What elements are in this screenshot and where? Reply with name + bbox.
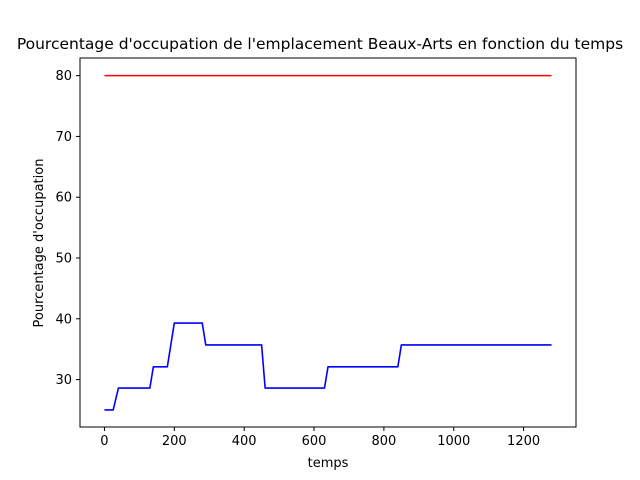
y-tick-label: 50 — [55, 252, 72, 267]
series-line-2 — [104, 322, 552, 411]
x-tick-label: 0 — [100, 434, 108, 449]
x-tick-label: 1000 — [437, 434, 470, 449]
series-layer — [104, 74, 552, 411]
y-axis-label: Pourcentage d'occupation — [32, 159, 47, 328]
x-tick-label: 800 — [371, 434, 396, 449]
y-tick-label: 40 — [55, 312, 72, 327]
x-axis: 0 200 400 600 800 1000 1200 — [100, 427, 540, 449]
x-tick-label: 200 — [162, 434, 187, 449]
y-tick-label: 80 — [55, 69, 72, 84]
chart-title: Pourcentage d'occupation de l'emplacemen… — [17, 35, 623, 53]
plot-area — [79, 57, 577, 428]
x-tick-label: 1200 — [507, 434, 540, 449]
x-axis-label: temps — [308, 456, 349, 471]
y-tick-label: 70 — [55, 130, 72, 145]
plot-frame — [79, 57, 577, 428]
y-tick-label: 30 — [55, 373, 72, 388]
y-axis: 30 40 50 60 70 80 — [55, 69, 80, 388]
x-tick-label: 400 — [232, 434, 257, 449]
y-tick-label: 60 — [55, 191, 72, 206]
x-tick-label: 600 — [302, 434, 327, 449]
